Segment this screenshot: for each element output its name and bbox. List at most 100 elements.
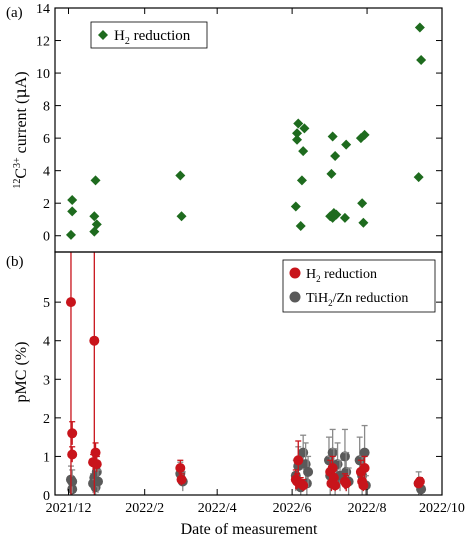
- h2-reduction-point: [91, 459, 102, 470]
- h2-reduction-diamond-point: [295, 220, 306, 231]
- h2-reduction-diamond-point: [327, 131, 338, 142]
- tih2-zn-reduction-point: [327, 447, 338, 458]
- h2-reduction-point: [359, 463, 370, 473]
- h2-reduction-diamond-point: [326, 168, 337, 179]
- h2-reduction-diamond-point: [299, 123, 310, 134]
- h2-reduction-point: [298, 480, 309, 491]
- h2-reduction-diamond-point: [292, 134, 303, 145]
- h2-reduction-diamond-point: [298, 146, 309, 157]
- h2-reduction-diamond-point: [359, 129, 370, 140]
- panel-a-y-tick-label: 8: [43, 100, 50, 115]
- h2-reduction-point: [414, 476, 425, 487]
- h2-reduction-point: [293, 455, 304, 466]
- tih2-zn-reduction-point: [67, 476, 78, 487]
- panel-b-x-tick-label: 2022/6: [273, 501, 312, 516]
- h2-reduction-diamond-point: [65, 229, 76, 240]
- panel-b-y-tick-label: 2: [43, 412, 50, 427]
- tih2-zn-reduction-point: [303, 466, 314, 477]
- tih2-zn-reduction-point: [339, 451, 350, 462]
- h2-reduction-diamond-point: [91, 219, 102, 230]
- panel-a-label: (a): [6, 5, 23, 21]
- h2-reduction-diamond-point: [331, 209, 342, 220]
- h2-reduction-diamond-point: [339, 212, 350, 223]
- panel-b-y-axis: 0 1 2 3 4 5: [43, 296, 442, 504]
- legend-red-circle-marker: [289, 267, 301, 279]
- legend-h2-reduction: H2 reduction: [114, 28, 191, 47]
- h2-reduction-point: [89, 335, 100, 346]
- h2-reduction-diamond-point: [330, 151, 341, 162]
- y-label-isotope: 12: [12, 179, 23, 189]
- panel-a-y-tick-label: 6: [43, 132, 50, 147]
- h2-reduction-point: [176, 474, 187, 485]
- panel-b-y-tick-label: 3: [43, 373, 50, 388]
- h2-reduction-diamond-point: [90, 175, 101, 186]
- h2-reduction-diamond-point: [89, 211, 100, 222]
- panel-a-y-tick-label: 10: [36, 67, 50, 82]
- legend-b-tih2-zn-reduction: TiH2/Zn reduction: [306, 291, 408, 308]
- h2-reduction-diamond-point: [358, 217, 369, 228]
- panel-a-y-tick-label: 2: [43, 197, 50, 212]
- panel-b-frame: [54, 251, 443, 496]
- panel-a-data: [65, 22, 427, 240]
- h2-reduction-point: [67, 449, 78, 460]
- y-label-unit: A): [13, 71, 30, 88]
- h2-reduction-point: [341, 478, 352, 489]
- panel-a-y-tick-label: 12: [36, 35, 50, 50]
- h2-reduction-point: [67, 428, 78, 439]
- panel-b-y-tick-label: 0: [43, 489, 50, 504]
- h2-reduction-diamond-point: [413, 172, 424, 183]
- legend-diamond-marker: [98, 30, 108, 40]
- panel-b-legend: H2 reduction TiH2/Zn reduction: [282, 259, 436, 313]
- legend-b-h2-reduction: H2 reduction: [306, 267, 377, 284]
- panel-b-x-tick-label: 2022/8: [348, 501, 387, 516]
- h2-reduction-point: [327, 463, 338, 473]
- h2-reduction-diamond-point: [341, 139, 352, 150]
- tih2-zn-reduction-point: [359, 447, 370, 458]
- panel-b-legend-box: [282, 259, 436, 313]
- panel-b-x-axis: 2021/12 2022/2 2022/4 2022/6 2022/8 2022/10: [46, 8, 465, 516]
- panel-b-y-tick-label: 5: [43, 296, 50, 311]
- h2-reduction-diamond-point: [290, 201, 301, 212]
- h2-reduction-point: [175, 463, 186, 473]
- panel-a-y-axis-label: 12C3+ current (μA): [11, 71, 30, 188]
- h2-reduction-diamond-point: [416, 55, 427, 66]
- panel-b-y-tick-label: 4: [43, 335, 50, 350]
- h2-reduction-diamond-point: [292, 128, 303, 139]
- h2-reduction-diamond-point: [293, 118, 304, 129]
- panel-b-data: [65, 252, 427, 495]
- y-label-text: current (: [13, 99, 30, 158]
- panel-a-y-tick-label: 0: [43, 230, 50, 245]
- panel-a-legend: H2 reduction: [90, 21, 208, 49]
- panel-a-y-tick-label: 4: [43, 165, 50, 180]
- h2-reduction-diamond-point: [296, 175, 307, 186]
- panel-b-y-axis-label: pMC (%): [13, 342, 30, 403]
- y-label-element: C: [13, 168, 30, 179]
- h2-reduction-point: [358, 480, 369, 491]
- panel-a-y-tick-label: 14: [36, 2, 50, 17]
- panel-b-x-tick-label: 2022/4: [198, 501, 237, 516]
- h2-reduction-diamond-point: [175, 170, 186, 181]
- panel-b-label: (b): [6, 254, 24, 270]
- h2-reduction-diamond-point: [67, 194, 78, 205]
- y-label-charge: 3+: [12, 157, 23, 168]
- h2-reduction-diamond-point: [67, 206, 78, 217]
- h2-reduction-diamond-point: [414, 22, 425, 33]
- h2-reduction-point: [330, 480, 341, 491]
- h2-reduction-diamond-point: [176, 211, 187, 222]
- panel-b-y-tick-label: 1: [43, 450, 50, 465]
- h2-reduction-point: [90, 447, 101, 458]
- h2-reduction-point: [65, 297, 76, 308]
- legend-gray-circle-marker: [289, 291, 301, 303]
- y-label-mu: μ: [11, 88, 30, 98]
- h2-reduction-diamond-point: [357, 198, 368, 209]
- panel-b-x-tick-label: 2022/2: [125, 501, 164, 516]
- panel-b-x-tick-label: 2022/10: [419, 501, 465, 516]
- panel-a-y-axis: 0 2 4 6 8 10 12 14: [36, 2, 442, 245]
- panel-b-x-tick-label: 2021/12: [46, 501, 92, 516]
- tih2-zn-reduction-point: [93, 476, 103, 487]
- panel-b-x-axis-label: Date of measurement: [181, 521, 318, 538]
- panel-a-legend-box: [90, 21, 208, 49]
